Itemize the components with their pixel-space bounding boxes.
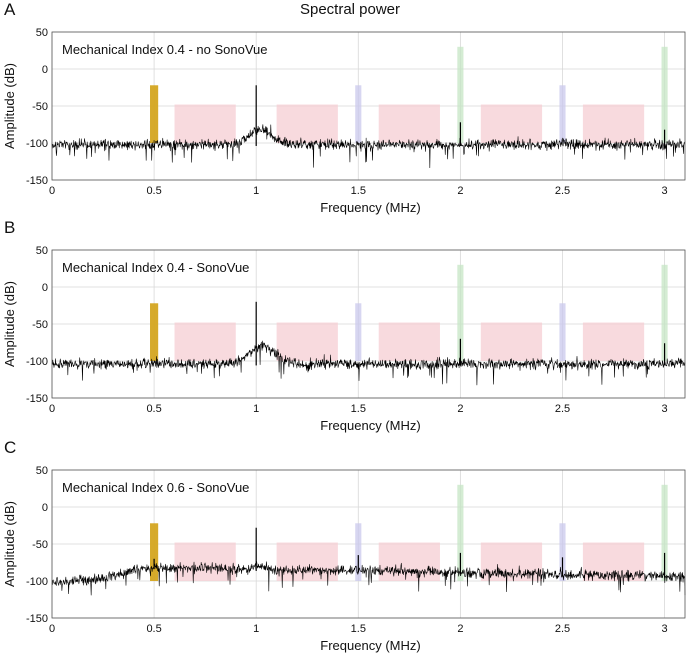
ultraharmonic-band: [559, 523, 566, 581]
x-tick-label: 2: [457, 185, 463, 197]
plot-area-frame: [51, 249, 686, 399]
x-tick-label: 2.5: [555, 185, 570, 197]
x-tick-label: 2.5: [555, 623, 570, 635]
panels-group: A 0 0.5 1 1.5 2 2.5 3 50 0 -50 -100 -150 Frequency (M…: [2, 0, 686, 653]
y-tick-label: 50: [36, 27, 48, 39]
harmonic-band: [457, 264, 464, 361]
y-tick-label: -100: [26, 138, 48, 150]
x-tick-label: 2: [457, 623, 463, 635]
panel-letter: C: [4, 438, 16, 457]
broadband-band: [582, 322, 645, 361]
broadband-band: [174, 322, 236, 361]
y-axis-title: Amplitude (dB): [2, 501, 17, 587]
broadband-band: [276, 542, 338, 581]
y-tick-label: -100: [26, 356, 48, 368]
x-tick-label: 0.5: [146, 623, 161, 635]
harmonic-band: [457, 46, 464, 143]
subharmonic-band: [150, 85, 159, 143]
y-tick-label: -50: [32, 539, 48, 551]
x-tick-label: 1.5: [351, 623, 366, 635]
x-tick-label: 1: [253, 403, 259, 415]
panel-c: C 0 0.5 1 1.5 2 2.5 3 50 0 -50 -100 -150 Frequency (M…: [2, 438, 686, 653]
y-tick-label: 0: [42, 64, 48, 76]
spectrum-trace: [51, 124, 686, 169]
x-axis-title: Frequency (MHz): [320, 638, 420, 653]
x-tick-label: 0.5: [146, 403, 161, 415]
x-tick-label: 1: [253, 623, 259, 635]
broadband-band: [378, 542, 440, 581]
spectrum-trace: [51, 561, 686, 596]
spectrum-trace: [51, 340, 686, 386]
ultraharmonic-band: [355, 303, 362, 361]
x-tick-label: 1.5: [351, 185, 366, 197]
x-tick-label: 0: [49, 623, 55, 635]
panel-b: B 0 0.5 1 1.5 2 2.5 3 50 0 -50 -100 -150 Frequency (M…: [2, 218, 686, 433]
x-tick-label: 3: [662, 623, 668, 635]
y-tick-label: -50: [32, 101, 48, 113]
panel-letter: A: [4, 0, 16, 19]
broadband-band: [582, 104, 645, 143]
broadband-band: [174, 542, 236, 581]
y-axis-title: Amplitude (dB): [2, 281, 17, 367]
x-tick-label: 0: [49, 403, 55, 415]
y-tick-label: 0: [42, 282, 48, 294]
y-axis-title: Amplitude (dB): [2, 63, 17, 149]
subharmonic-band: [150, 303, 159, 361]
plot-area-frame: [51, 469, 686, 619]
x-tick-label: 1.5: [351, 403, 366, 415]
broadband-band: [480, 104, 543, 143]
condition-annotation: Mechanical Index 0.4 - no SonoVue: [62, 42, 268, 57]
x-tick-label: 2: [457, 403, 463, 415]
x-axis-title: Frequency (MHz): [320, 418, 420, 433]
condition-annotation: Mechanical Index 0.6 - SonoVue: [62, 480, 249, 495]
y-tick-label: -150: [26, 613, 48, 625]
y-tick-label: -150: [26, 175, 48, 187]
broadband-band: [378, 104, 440, 143]
broadband-band: [378, 322, 440, 361]
x-tick-label: 0: [49, 185, 55, 197]
condition-annotation: Mechanical Index 0.4 - SonoVue: [62, 260, 249, 275]
ultraharmonic-band: [559, 85, 566, 143]
x-tick-label: 2.5: [555, 403, 570, 415]
x-tick-label: 1: [253, 185, 259, 197]
broadband-band: [276, 104, 338, 143]
figure-title: Spectral power: [300, 1, 400, 18]
x-tick-label: 0.5: [146, 185, 161, 197]
harmonic-band: [661, 484, 668, 581]
y-tick-label: 50: [36, 465, 48, 477]
y-tick-label: -50: [32, 319, 48, 331]
y-tick-label: -150: [26, 393, 48, 405]
x-axis-title: Frequency (MHz): [320, 200, 420, 215]
y-tick-label: 50: [36, 245, 48, 257]
harmonic-band: [661, 46, 668, 143]
harmonic-band: [457, 484, 464, 581]
broadband-band: [480, 322, 543, 361]
broadband-band: [174, 104, 236, 143]
y-tick-label: -100: [26, 576, 48, 588]
subharmonic-band: [150, 523, 159, 581]
panel-letter: B: [4, 218, 15, 237]
harmonic-band: [661, 264, 668, 361]
panel-a: A 0 0.5 1 1.5 2 2.5 3 50 0 -50 -100 -150 Frequency (M…: [2, 0, 686, 215]
y-tick-label: 0: [42, 502, 48, 514]
x-tick-label: 3: [662, 185, 668, 197]
ultraharmonic-band: [355, 85, 362, 143]
x-tick-label: 3: [662, 403, 668, 415]
ultraharmonic-band: [559, 303, 566, 361]
plot-area-frame: [51, 31, 686, 181]
ultraharmonic-band: [355, 523, 362, 581]
broadband-band: [276, 322, 338, 361]
